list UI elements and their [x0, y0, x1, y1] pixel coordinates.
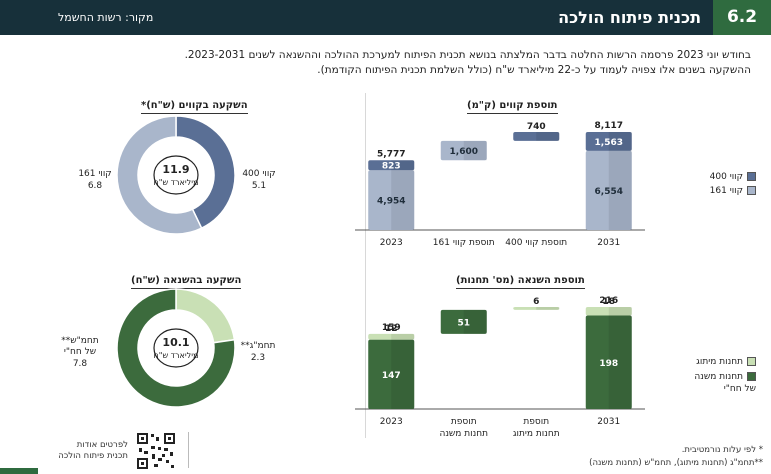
lines-investment-title: השקעה בקווים (ש"ח)* — [141, 100, 248, 114]
legend-swatch — [747, 357, 756, 366]
pie-slice-name: תחמ"ש** — [61, 336, 99, 346]
x-tick-label: תוספת — [523, 417, 549, 427]
bar — [585, 307, 632, 316]
header-bar: 6.2 תכנית פיתוח הולכה מקור: רשות החשמל — [0, 0, 771, 35]
center-unit: מיליארד ש"ח — [154, 351, 199, 360]
footnote-1: * לפי עלות נורמטיבית. — [681, 445, 763, 455]
qr-caption-line-1: לפרטים אודות — [76, 440, 128, 450]
intro-text: בחודש יוני 2023 פרסמה הרשות החלטה בדבר ה… — [51, 48, 751, 78]
legend-item-switching: תחנות מיתוג — [696, 357, 756, 367]
bar-shade — [391, 170, 415, 230]
bar-value-label: 6 — [533, 297, 539, 307]
stations-investment-title: השקעה בהשנאה (ש"ח) — [131, 275, 242, 289]
bar-value-label: 823 — [382, 162, 401, 172]
qr-caption: לפרטים אודות תכנית פיתוח הולכה — [40, 440, 128, 462]
pie-slice-name: קווי 161 — [78, 169, 111, 179]
center-label-outline — [153, 155, 199, 195]
bottom-accent — [0, 468, 38, 474]
x-tick-label: 2031 — [597, 417, 620, 427]
pie-slice-value: 7.8 — [73, 359, 88, 369]
bar-shade — [391, 160, 415, 171]
intro-line-1: בחודש יוני 2023 פרסמה הרשות החלטה בדבר ה… — [184, 49, 751, 61]
legend-swatch — [747, 372, 756, 381]
bar-shade — [608, 132, 632, 151]
bar-total-label: 159 — [382, 323, 401, 333]
bar-value-label: 740 — [527, 122, 546, 132]
bar-shade — [391, 333, 415, 340]
bar-total-label: 8,117 — [595, 121, 623, 131]
panel-separator — [365, 93, 366, 438]
center-value: 11.9 — [162, 163, 189, 176]
bar-value-label: 4,954 — [377, 197, 405, 207]
bar — [585, 150, 632, 230]
qr-code-icon[interactable] — [136, 432, 176, 470]
x-tick-label: תוספת — [451, 417, 477, 427]
bar-shade — [608, 307, 632, 316]
legend-item-main-substations: תחנות משנה של חח"י — [694, 372, 756, 394]
bar-value-label: 12 — [385, 324, 398, 334]
bar-total-label: 5,777 — [377, 149, 405, 159]
legend-item-kv161: קווי 161 — [710, 186, 756, 196]
qr-divider — [188, 432, 189, 468]
bar-value-label: 147 — [382, 371, 401, 381]
bar-value-label: 51 — [457, 318, 470, 328]
qr-caption-line-2: תכנית פיתוח הולכה — [58, 451, 128, 461]
bar-shade — [463, 309, 487, 334]
bar-total-label: 216 — [599, 296, 618, 306]
bar — [440, 309, 487, 334]
bar-value-label: 1,563 — [595, 138, 623, 148]
pie-slice-name: של חח"י — [64, 347, 96, 357]
intro-line-2: ההשקעה בשנים אלו צפויה לעמוד על כ-22 מיל… — [317, 64, 751, 76]
bar-shade — [391, 339, 415, 409]
legend-item-kv400: קווי 400 — [710, 172, 756, 182]
bar-shade — [608, 150, 632, 230]
pie-slice-value: 2.3 — [251, 353, 265, 363]
source-label: מקור: רשות החשמל — [58, 11, 154, 24]
center-label-outline — [153, 328, 199, 368]
x-tick-label: תוספת קווי 161 — [433, 238, 495, 248]
x-tick-label: 2031 — [597, 238, 620, 248]
bar — [368, 170, 415, 230]
center-unit: מיליארד ש"ח — [154, 178, 199, 187]
stations-chart-title: תוספת השנאה (מס' תחנות) — [456, 275, 585, 289]
bar-value-label: 1,600 — [450, 147, 478, 157]
pie-slice-name: תחמ"ג** — [241, 341, 276, 351]
page-title: תכנית פיתוח הולכה — [558, 8, 701, 27]
pie-slice — [116, 115, 203, 235]
legend-swatch — [747, 172, 756, 181]
bar-value-label: 18 — [602, 297, 615, 307]
x-tick-label: תחנות משנה — [439, 429, 488, 439]
bar-shade — [536, 132, 560, 141]
x-tick-label: תחנות מיתוג — [513, 429, 560, 439]
bar-value-label: 6,554 — [595, 187, 623, 197]
pie-slice-name: קווי 400 — [242, 169, 275, 179]
bar-value-label: 198 — [599, 359, 618, 369]
bar — [585, 315, 632, 409]
bar — [368, 333, 415, 340]
pie-slice — [116, 288, 236, 408]
bar — [368, 160, 415, 171]
pie-slice-value: 5.1 — [252, 181, 266, 191]
bar — [368, 339, 415, 409]
lines-chart-title: תוספת קווים (ק"מ) — [467, 100, 558, 114]
bar — [585, 132, 632, 151]
pie-slice — [175, 115, 236, 230]
center-value: 10.1 — [162, 336, 189, 349]
x-tick-label: 2023 — [380, 238, 403, 248]
footnote-2: **תחמ"ג (תחנות מיתוג), תחמ"ש (תחנות משנה… — [589, 458, 763, 468]
bar-shade — [463, 140, 487, 161]
pie-slice-value: 6.8 — [88, 181, 103, 191]
bar — [513, 307, 560, 310]
x-tick-label: תוספת קווי 400 — [505, 238, 567, 248]
bar — [440, 140, 487, 161]
bar-shade — [608, 315, 632, 409]
bar-shade — [536, 307, 560, 310]
x-tick-label: 2023 — [380, 417, 403, 427]
bar — [513, 132, 560, 141]
section-number: 6.2 — [713, 0, 771, 35]
legend-swatch — [747, 186, 756, 195]
